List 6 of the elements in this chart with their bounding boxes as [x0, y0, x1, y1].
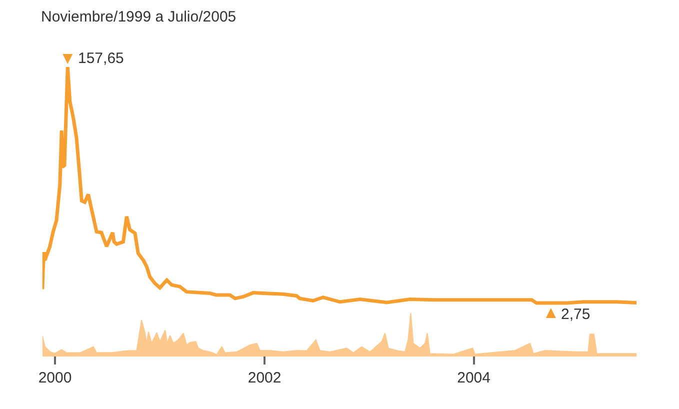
annotation: 157,65 [78, 50, 124, 67]
x-tick-label: 2002 [248, 370, 282, 386]
x-tick-label: 2000 [38, 370, 72, 386]
annotation: 2,75 [561, 306, 590, 323]
x-tick-label: 2004 [457, 370, 490, 386]
chart-title: Noviembre/1999 a Julio/2005 [41, 8, 236, 26]
